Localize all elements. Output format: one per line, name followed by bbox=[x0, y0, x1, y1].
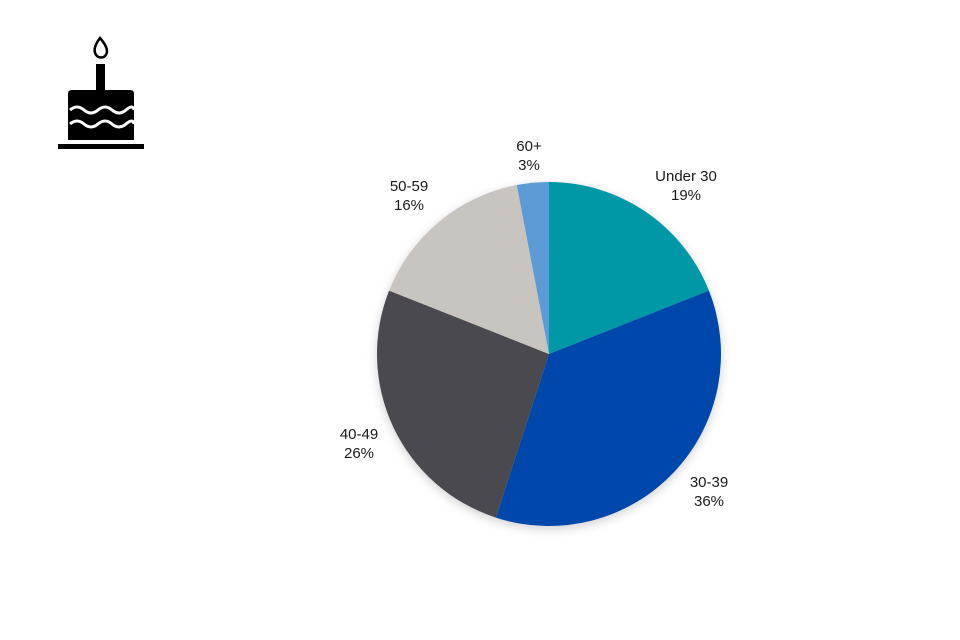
pie-slice-60 bbox=[516, 182, 549, 354]
pie-slice-50-59 bbox=[389, 185, 549, 354]
pie-slice-40-49 bbox=[376, 290, 549, 518]
slice-value-label: 16% bbox=[394, 197, 424, 214]
slice-label: 30-39 bbox=[690, 474, 728, 491]
pie-slices bbox=[376, 182, 722, 526]
slice-value-label: 26% bbox=[344, 445, 374, 462]
slice-label: Under 30 bbox=[655, 168, 717, 185]
slice-label: 50-59 bbox=[390, 178, 428, 195]
pie-slice-under-30 bbox=[549, 182, 709, 354]
birthday-cake-icon bbox=[58, 36, 144, 149]
slice-value-label: 19% bbox=[671, 187, 701, 204]
pie-slice-30-39 bbox=[495, 290, 722, 526]
slice-value-label: 36% bbox=[694, 493, 724, 510]
slice-value-label: 3% bbox=[518, 157, 540, 174]
pie-labels: Under 30 19% 30-39 36% 40-49 26% 50-59 16% 60+ 3% bbox=[340, 138, 728, 510]
slice-label: 40-49 bbox=[340, 426, 378, 443]
slice-label: 60+ bbox=[516, 138, 542, 155]
